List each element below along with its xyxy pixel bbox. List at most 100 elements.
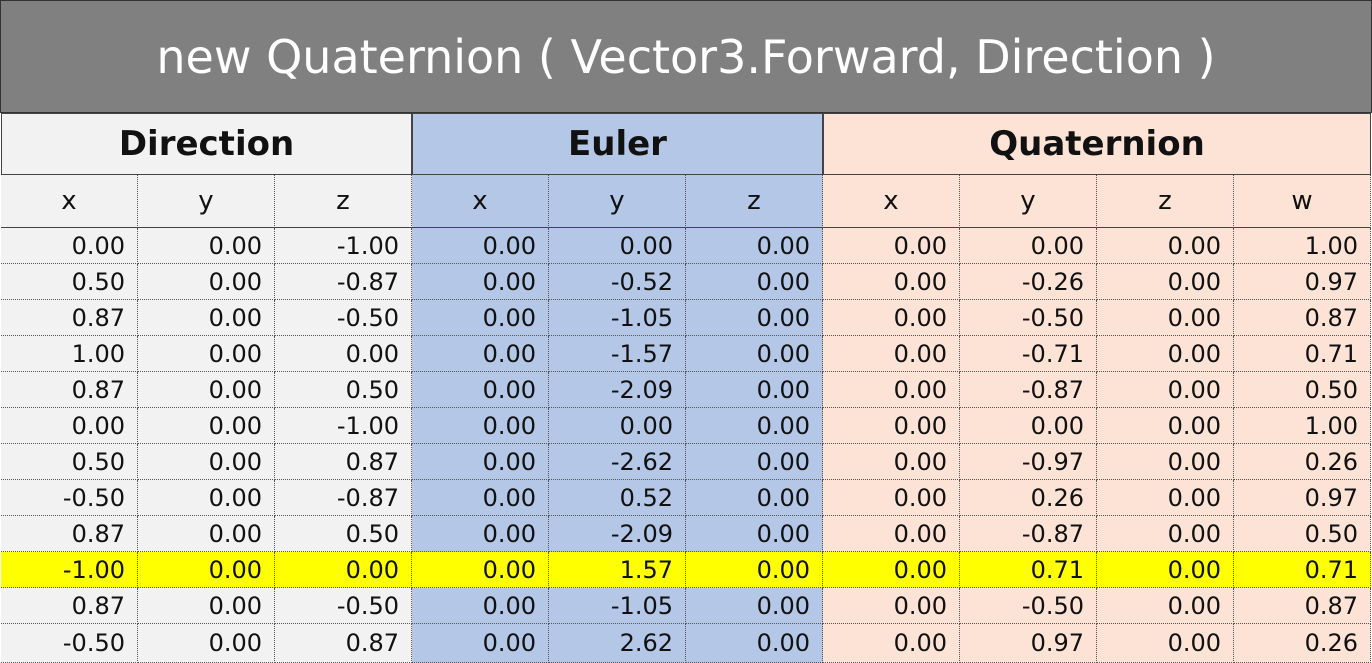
column-header: y (960, 175, 1097, 228)
cell-value: 0.97 (960, 624, 1097, 663)
cell-value: -1.00 (275, 408, 412, 444)
cell-value: -0.97 (960, 444, 1097, 480)
cell-value: -0.87 (960, 372, 1097, 408)
cell-value: 0.00 (138, 300, 275, 336)
cell-value: 0.00 (823, 408, 960, 444)
cell-value: 0.00 (138, 408, 275, 444)
cell-value: 0.00 (960, 408, 1097, 444)
cell-value: 0.00 (686, 372, 823, 408)
cell-value: 0.50 (1234, 372, 1371, 408)
cell-value: 0.00 (412, 444, 549, 480)
cell-value: 0.00 (412, 480, 549, 516)
cell-value: 0.71 (960, 552, 1097, 588)
cell-value: -0.26 (960, 264, 1097, 300)
cell-value: 0.00 (686, 624, 823, 663)
cell-value: 0.00 (549, 228, 686, 264)
cell-value: -0.50 (1, 480, 138, 516)
cell-value: 0.00 (1, 228, 138, 264)
cell-value: 0.00 (686, 300, 823, 336)
column-header: z (275, 175, 412, 228)
cell-value: -0.87 (275, 264, 412, 300)
cell-value: 0.26 (1234, 624, 1371, 663)
cell-value: 0.00 (138, 444, 275, 480)
cell-value: 0.50 (275, 516, 412, 552)
cell-value: 0.00 (960, 228, 1097, 264)
cell-value: 0.87 (275, 624, 412, 663)
cell-value: -0.50 (960, 588, 1097, 624)
cell-value: 0.00 (412, 624, 549, 663)
cell-value: 0.00 (138, 624, 275, 663)
cell-value: -2.62 (549, 444, 686, 480)
cell-value: 0.00 (138, 516, 275, 552)
cell-value: 0.00 (823, 624, 960, 663)
cell-value: 0.87 (1, 372, 138, 408)
cell-value: 1.57 (549, 552, 686, 588)
cell-value: 0.00 (686, 516, 823, 552)
cell-value: 0.00 (823, 516, 960, 552)
cell-value: 0.00 (686, 444, 823, 480)
cell-value: -1.05 (549, 300, 686, 336)
cell-value: 0.00 (412, 228, 549, 264)
group-header: Quaternion (823, 113, 1371, 175)
column-header: x (823, 175, 960, 228)
cell-value: 0.00 (823, 588, 960, 624)
cell-value: 0.00 (1, 408, 138, 444)
cell-value: 0.00 (686, 588, 823, 624)
cell-value: 0.26 (960, 480, 1097, 516)
cell-value: 0.00 (138, 552, 275, 588)
cell-value: 0.71 (1234, 336, 1371, 372)
column-header: x (412, 175, 549, 228)
cell-value: 0.87 (1, 588, 138, 624)
cell-value: 0.87 (1234, 588, 1371, 624)
cell-value: 0.00 (412, 588, 549, 624)
cell-value: 0.00 (823, 480, 960, 516)
cell-value: -0.50 (1, 624, 138, 663)
cell-value: 0.00 (1097, 516, 1234, 552)
cell-value: -0.50 (275, 300, 412, 336)
column-header: y (138, 175, 275, 228)
cell-value: -0.71 (960, 336, 1097, 372)
table-title: new Quaternion ( Vector3.Forward, Direct… (0, 0, 1372, 113)
cell-value: 0.71 (1234, 552, 1371, 588)
cell-value: 0.00 (686, 264, 823, 300)
cell-value: -1.00 (275, 228, 412, 264)
cell-value: 0.50 (1, 444, 138, 480)
cell-value: 0.00 (275, 336, 412, 372)
cell-value: -2.09 (549, 516, 686, 552)
cell-value: 0.00 (1097, 552, 1234, 588)
cell-value: 0.50 (275, 372, 412, 408)
cell-value: 0.00 (138, 588, 275, 624)
cell-value: 2.62 (549, 624, 686, 663)
cell-value: -0.52 (549, 264, 686, 300)
cell-value: 0.00 (138, 228, 275, 264)
cell-value: 0.00 (138, 372, 275, 408)
cell-value: 0.00 (1097, 480, 1234, 516)
cell-value: 0.87 (275, 444, 412, 480)
cell-value: 0.87 (1234, 300, 1371, 336)
cell-value: 0.00 (686, 552, 823, 588)
cell-value: 0.00 (412, 372, 549, 408)
cell-value: 0.00 (823, 264, 960, 300)
cell-value: 0.00 (412, 336, 549, 372)
cell-value: 0.00 (138, 336, 275, 372)
cell-value: 0.00 (412, 552, 549, 588)
column-header: z (1097, 175, 1234, 228)
cell-value: 0.00 (412, 264, 549, 300)
cell-value: 0.00 (823, 300, 960, 336)
cell-value: -0.87 (960, 516, 1097, 552)
cell-value: -0.50 (275, 588, 412, 624)
cell-value: 0.00 (823, 336, 960, 372)
column-header: z (686, 175, 823, 228)
cell-value: 0.00 (412, 516, 549, 552)
cell-value: 0.00 (1097, 300, 1234, 336)
cell-value: -0.87 (275, 480, 412, 516)
column-header: y (549, 175, 686, 228)
cell-value: 0.00 (138, 480, 275, 516)
cell-value: 0.00 (823, 552, 960, 588)
cell-value: -1.57 (549, 336, 686, 372)
cell-value: 0.50 (1234, 516, 1371, 552)
cell-value: 0.52 (549, 480, 686, 516)
cell-value: 0.00 (823, 444, 960, 480)
cell-value: 0.00 (686, 480, 823, 516)
